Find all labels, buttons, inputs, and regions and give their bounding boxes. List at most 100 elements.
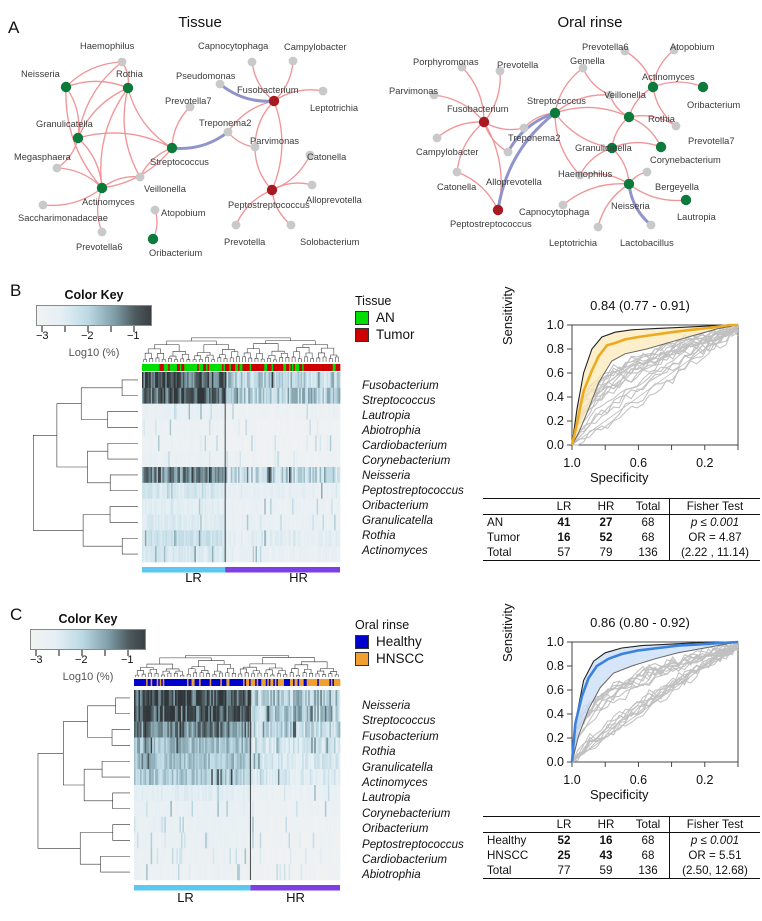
network-node-label: Oribacterium (149, 248, 203, 258)
roc-curve-c[interactable]: 0.0 0.2 0.4 0.6 0.8 1.0 1.0 0.6 0.2 (500, 632, 750, 807)
table-cell: OR = 5.51 (669, 848, 760, 863)
legend-title-b: Tissue (355, 294, 392, 308)
network-node-label: Actinomyces (642, 72, 695, 82)
stats-table-b: LR HR Total Fisher Test AN 41 27 68 p ≤ 0.001 Tum… (483, 498, 760, 561)
taxon-label: Neisseria (362, 469, 411, 482)
color-key-title-b: Color Key (64, 288, 124, 302)
network-node-label: Prevotella7 (688, 136, 735, 146)
table-row: AN 41 27 68 p ≤ 0.001 (483, 514, 760, 530)
color-key-tick-c-1: −2 (75, 654, 88, 666)
roc-xlabel-b: Specificity (590, 470, 649, 485)
network-node-label: Rothia (648, 114, 675, 124)
cluster-label-b-hr: HR (289, 570, 308, 585)
svg-text:0.2: 0.2 (547, 731, 564, 745)
network-node-label: Corynebacterium (650, 155, 721, 165)
network-node-label: Pseudomonas (176, 71, 236, 81)
table-header-cell: HR (585, 816, 627, 833)
cluster-label-b-lr: LR (185, 570, 202, 585)
panel-a-letter: A (8, 18, 20, 37)
table-header-cell: LR (543, 498, 585, 515)
panel-b-letter: B (10, 281, 22, 300)
network-node-label: Oribacterium (687, 100, 741, 110)
legend-swatch-an (355, 310, 369, 325)
svg-text:0.2: 0.2 (696, 773, 713, 787)
heatmap-b[interactable] (10, 290, 360, 575)
taxon-label: Fusobacterium (362, 729, 439, 743)
svg-text:0.6: 0.6 (630, 773, 647, 787)
svg-text:1.0: 1.0 (563, 773, 580, 787)
taxon-label: Corynebacterium (362, 806, 451, 820)
taxa-labels-c: Neisseria Streptococcus Fusobacterium Rothi… (362, 698, 464, 883)
network-node-label: Gemella (570, 56, 605, 66)
roc-ylabel-b: Sensitivity (500, 286, 515, 345)
taxon-label: Corynebacterium (362, 454, 451, 467)
taxon-label: Lautropia (362, 791, 411, 805)
network-node-label: Fusobacterium (237, 85, 299, 95)
roc-curve-b[interactable]: 0.0 0.2 0.4 0.6 0.8 1.0 1.0 0.6 0.2 (500, 315, 750, 490)
table-header-cell (483, 498, 543, 515)
network-node-label: Capnocytophaga (519, 207, 590, 217)
network-node-label: Parvimonas (389, 86, 439, 96)
taxon-label: Cardiobacterium (362, 852, 448, 866)
legend-label-tumor: Tumor (376, 327, 415, 342)
table-cell: (2.22 , 11.14) (669, 545, 760, 561)
network-node-label: Campylobacter (284, 42, 347, 52)
network-node-label: Saccharimonadaceae (18, 213, 108, 223)
color-key-b: Color Key −3 −2 −1 Log10 (%) (36, 288, 152, 359)
taxon-label: Neisseria (362, 699, 411, 712)
roc-title-b: 0.84 (0.77 - 0.91) (590, 298, 690, 313)
color-key-subtitle-c: Log10 (%) (62, 671, 114, 683)
network-node-label: Prevotella (497, 60, 539, 70)
table-header-cell (483, 816, 543, 833)
table-header-row: LR HR Total Fisher Test (483, 816, 760, 833)
legend-panel-b: Tissue AN Tumor (355, 294, 415, 342)
svg-text:0.8: 0.8 (547, 342, 564, 356)
table-header-cell: LR (543, 816, 585, 833)
legend-swatch-hnscc (355, 651, 369, 666)
svg-text:0.2: 0.2 (547, 414, 564, 428)
taxon-label: Abiotrophia (362, 424, 421, 437)
taxon-label: Lautropia (362, 409, 411, 422)
network-node-label: Catonella (437, 182, 477, 192)
network-node-label: Veillonella (144, 184, 186, 194)
taxon-label: Cardiobacterium (362, 439, 448, 452)
network-node-label: Veillonella (604, 90, 646, 100)
table-cell: 16 (599, 834, 613, 847)
network-node-label: Lactobacillus (620, 238, 674, 248)
network-node-label: Peptostreptococcus (450, 219, 532, 229)
svg-text:1.0: 1.0 (547, 635, 564, 649)
table-cell: 77 (543, 863, 585, 879)
network-node-label: Megasphaera (14, 152, 71, 162)
table-cell: 136 (627, 545, 670, 561)
network-node-label: Prevotella7 (165, 96, 212, 106)
network-node-label: Alloprevotella (306, 195, 362, 205)
legend-label-an: AN (376, 310, 395, 325)
color-key-subtitle-b: Log10 (%) (68, 347, 120, 359)
network-node-label: Peptostreptococcus (228, 200, 310, 210)
color-key-tick-c-2: −1 (121, 654, 134, 666)
network-graph-tissue[interactable]: Haemophilus Neisseria Rothia Granulicatella… (0, 0, 381, 270)
table-cell: 25 (557, 849, 571, 862)
network-node-label: Solobacterium (300, 237, 360, 247)
color-key-ticks-c: −3 −2 −1 (30, 650, 146, 666)
table-cell: (2.50, 12.68) (669, 863, 760, 879)
table-header-cell: Fisher Test (669, 816, 760, 833)
legend-title-c: Oral rinse (355, 618, 410, 632)
table-cell: 59 (585, 863, 627, 879)
network-node-label: Neisseria (611, 201, 650, 211)
network-node-label: Leptotrichia (549, 238, 598, 248)
color-key-tick-b-1: −2 (81, 330, 94, 342)
table-header-cell: Total (627, 816, 670, 833)
network-node-label: Atopobium (670, 42, 715, 52)
svg-text:0.6: 0.6 (547, 683, 564, 697)
network-node-label: Rothia (116, 69, 143, 79)
svg-text:1.0: 1.0 (547, 318, 564, 332)
network-node-label: Streptococcus (150, 157, 209, 167)
heatmap-c[interactable] (10, 615, 360, 900)
table-header-cell: Total (627, 498, 670, 515)
network-node-label: Haemophilus (80, 41, 135, 51)
taxon-label: Oribacterium (362, 822, 429, 836)
network-node-label: Fusobacterium (447, 104, 509, 114)
table-cell: OR = 4.87 (669, 530, 760, 545)
table-cell: Total (483, 545, 543, 561)
